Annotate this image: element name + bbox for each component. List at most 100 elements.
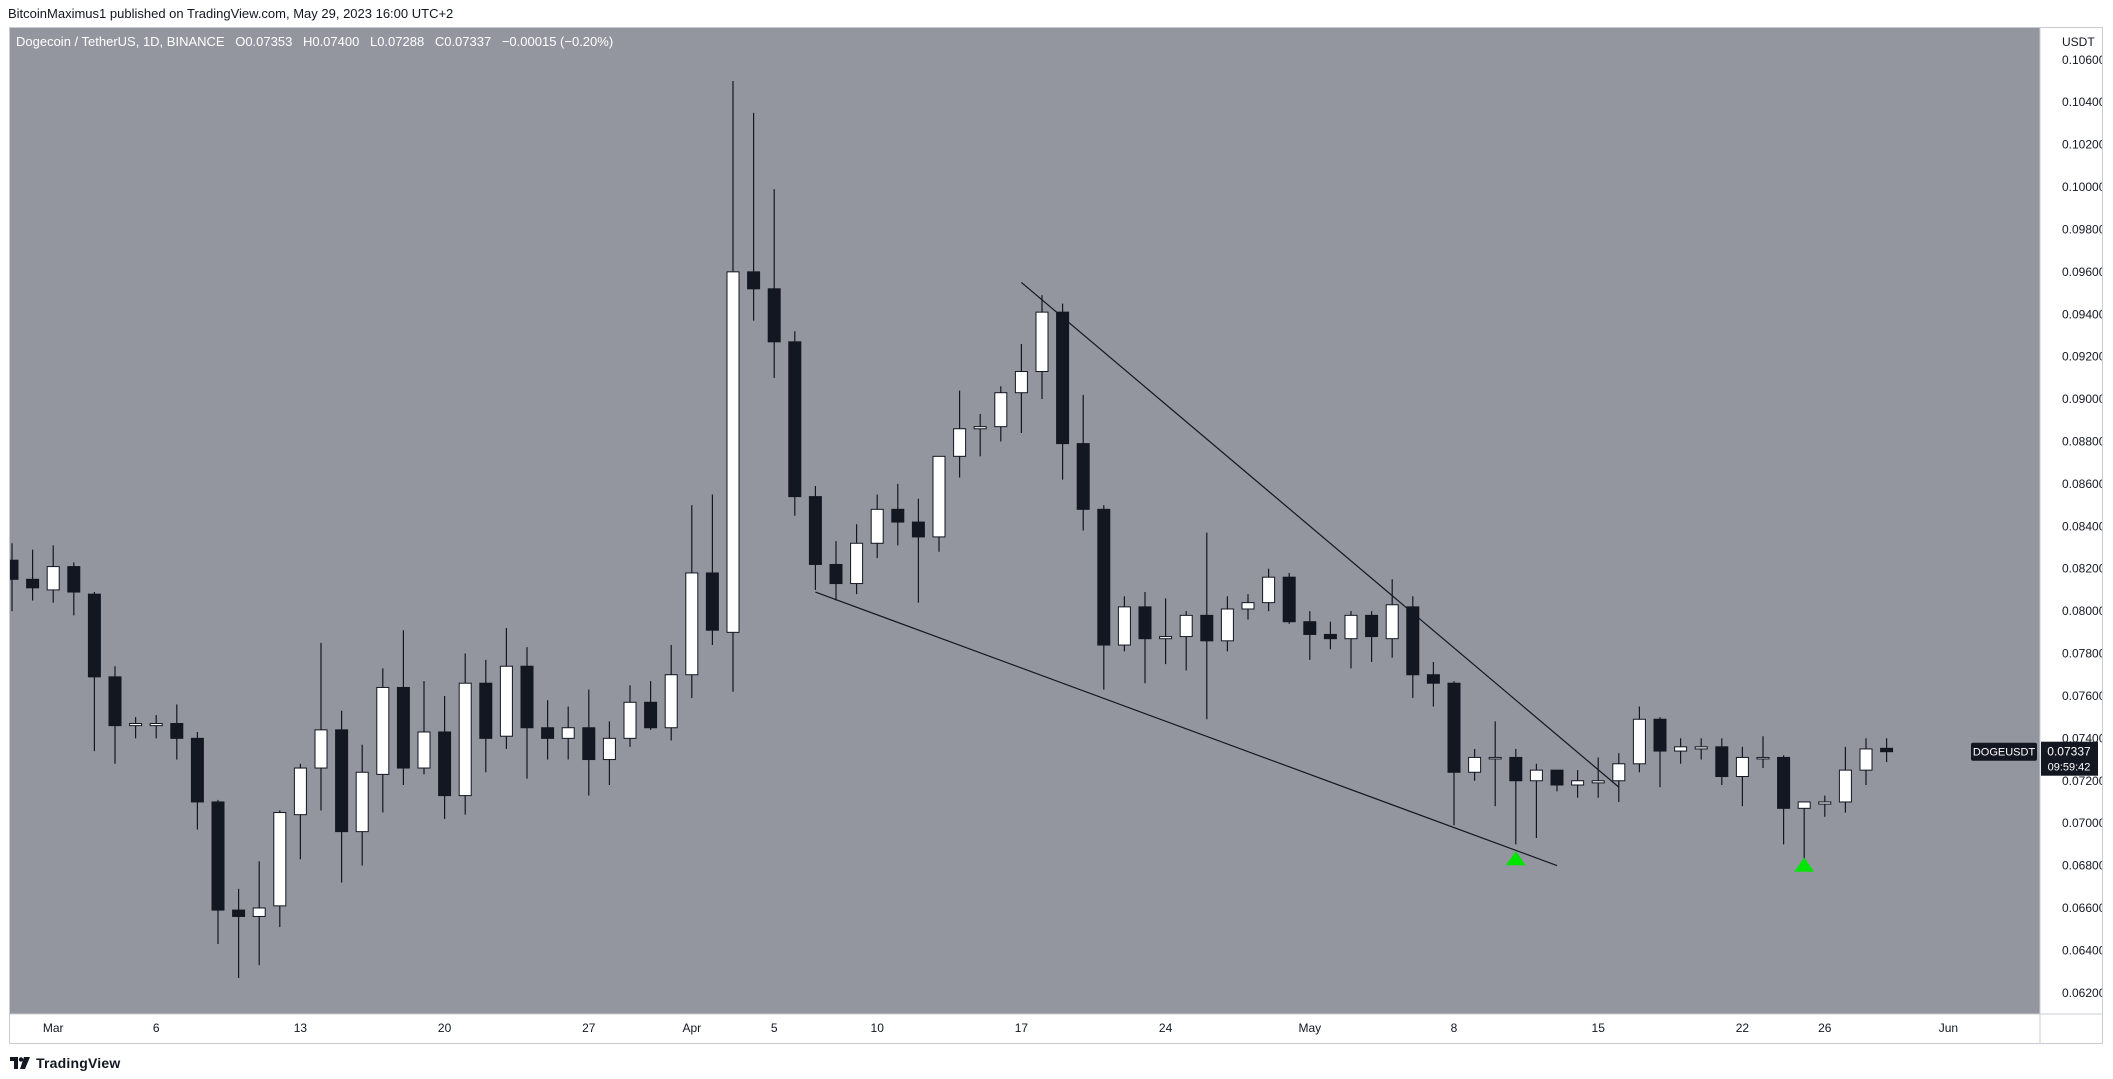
y-tick-label: 0.06800: [2062, 859, 2102, 873]
candle-body: [293, 767, 307, 816]
candle-body: [1365, 614, 1379, 638]
trendline-2[interactable]: [815, 591, 1558, 867]
candle-2023-04-05: [767, 189, 781, 378]
candle-2023-04-26: [1200, 532, 1214, 720]
candle-body: [10, 559, 19, 580]
x-tick-label: 5: [771, 1021, 778, 1035]
candle-2023-03-18: [396, 630, 410, 785]
y-tick-label: 0.10600: [2062, 53, 2102, 67]
candle-2023-04-22: [1117, 596, 1131, 652]
candle-body: [1694, 746, 1708, 750]
candle-2023-03-02: [67, 562, 81, 616]
candle-2023-04-28: [1241, 594, 1255, 620]
author-name[interactable]: BitcoinMaximus1: [8, 6, 107, 21]
candle-body: [46, 566, 60, 591]
candle-body: [1715, 746, 1729, 778]
candle-body: [87, 593, 101, 678]
candle-body: [1282, 576, 1296, 623]
candle-2023-04-04: [747, 112, 761, 321]
y-tick-label: 0.08800: [2062, 434, 2102, 448]
candle-2023-03-05: [129, 717, 143, 739]
candle-body: [1056, 311, 1070, 445]
candle-2023-04-24: [1159, 598, 1173, 665]
x-tick-label: 27: [582, 1021, 596, 1035]
plot-background: [10, 28, 2040, 1014]
x-tick-label: 8: [1451, 1021, 1458, 1035]
candle-body: [911, 521, 925, 538]
green-triangle-marker-2: [1794, 857, 1815, 872]
x-tick-label: Jun: [1939, 1021, 1958, 1035]
time-axis[interactable]: Mar 6 13 20 27 Apr 5 10 17 24 May 8 15 22 26 Jun: [43, 1021, 1958, 1035]
candle-2023-03-24: [520, 647, 534, 779]
x-tick-label: 17: [1015, 1021, 1029, 1035]
candlestick-chart[interactable]: USDT 0.06200 0.06400 0.06600 0.06800 0.07000…: [10, 28, 2102, 1043]
candle-2023-05-29: [1880, 738, 1894, 763]
candle-body: [1179, 614, 1193, 638]
candle-2023-02-27: [10, 543, 19, 612]
candle-body: [1014, 371, 1028, 394]
candle-body: [1262, 576, 1276, 604]
candle-body: [479, 682, 493, 739]
candle-2023-04-29: [1262, 568, 1276, 612]
high-label: H: [302, 34, 313, 49]
candle-body: [747, 271, 761, 290]
candle-body: [623, 701, 637, 739]
candle-body: [870, 508, 884, 544]
candle-body: [1200, 614, 1214, 642]
y-tick-label: 0.07000: [2062, 816, 2102, 830]
candle-body: [273, 812, 287, 907]
candle-2023-03-19: [417, 681, 431, 775]
symbol-tag-label: DOGEUSDT: [1973, 747, 2036, 759]
candle-2023-03-08: [190, 731, 204, 830]
candle-body: [705, 572, 719, 631]
candle-2023-03-27: [582, 689, 596, 796]
open-value: 0.07353: [245, 34, 293, 49]
symbol-title[interactable]: Dogecoin / TetherUS, 1D, BINANCE: [16, 34, 225, 49]
candle-body: [1159, 636, 1173, 640]
candle-body: [561, 727, 575, 739]
footer[interactable]: TradingView: [10, 1052, 120, 1074]
price-tag-bg: [2041, 741, 2098, 776]
candle-2023-05-24: [1777, 755, 1791, 845]
candle-body: [396, 686, 410, 769]
chart-frame: USDT 0.06200 0.06400 0.06600 0.06800 0.07000…: [9, 27, 2103, 1044]
y-tick-label: 0.06200: [2062, 986, 2102, 1000]
candle-body: [1076, 443, 1090, 510]
candle-body: [1117, 606, 1131, 646]
candle-2023-03-10: [232, 888, 246, 978]
candle-2023-05-18: [1653, 717, 1667, 788]
price-axis[interactable]: 0.06200 0.06400 0.06600 0.06800 0.07000 0.072…: [2062, 53, 2102, 1000]
candle-body: [355, 771, 369, 833]
candle-body: [726, 271, 740, 633]
candle-body: [1838, 769, 1852, 803]
candle-2023-03-01: [46, 545, 60, 603]
candle-2023-03-03: [87, 592, 101, 752]
candle-2023-03-11: [252, 861, 266, 966]
candle-body: [149, 723, 163, 727]
candle-2023-04-16: [994, 386, 1008, 442]
candle-2023-03-12: [273, 810, 287, 928]
candle-body: [458, 682, 472, 797]
candle-body: [252, 907, 266, 917]
candle-2023-04-25: [1179, 611, 1193, 671]
candle-body: [953, 428, 967, 457]
candle-2023-04-19: [1056, 303, 1070, 480]
trendline-1[interactable]: [1021, 281, 1620, 788]
candle-2023-05-04: [1365, 611, 1379, 663]
candle-2023-03-30: [644, 681, 658, 730]
candle-2023-04-03: [726, 81, 740, 692]
symbol-tag-bg: [1971, 742, 2037, 761]
candle-2023-05-07: [1426, 662, 1440, 707]
y-tick-label: 0.06400: [2062, 943, 2102, 957]
x-tick-label: 6: [153, 1021, 160, 1035]
candle-2023-05-23: [1756, 736, 1770, 769]
candle-2023-03-20: [438, 695, 452, 819]
x-tick-label: 13: [294, 1021, 308, 1035]
candle-2023-03-07: [170, 704, 184, 760]
candle-2023-03-31: [664, 645, 678, 741]
candle-2023-05-25: [1797, 801, 1811, 862]
candles: [10, 81, 1894, 978]
candle-body: [1797, 801, 1811, 809]
last-price-label: 0.07337: [2047, 745, 2091, 759]
candle-2023-04-06: [788, 331, 802, 516]
